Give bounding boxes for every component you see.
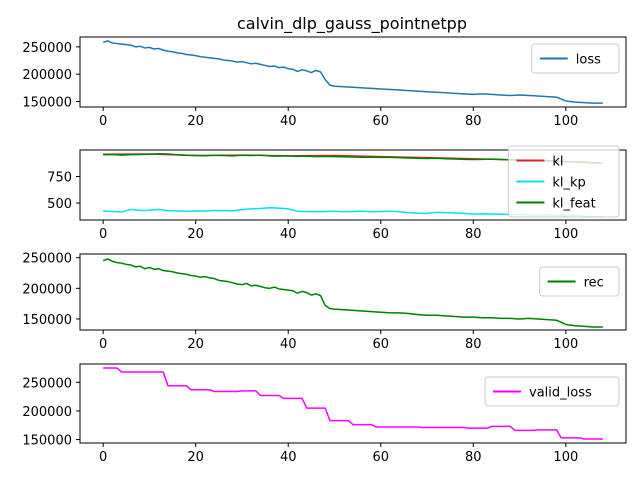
rec-panel: 0 20 40 60 80 100 150000 200000 250000 rec: [22, 252, 627, 352]
legend: rec: [539, 266, 620, 297]
y-tick-label: 150000: [22, 313, 72, 328]
x-tick-label: 100: [553, 114, 578, 129]
y-tick-label: 250000: [22, 41, 72, 56]
series-line-loss: [102, 40, 603, 104]
y-tick-label: 750: [47, 171, 72, 186]
legend-label-valid-loss: valid_loss: [529, 386, 592, 401]
y-tick-label: 200000: [22, 68, 72, 83]
x-tick-label: 80: [465, 114, 482, 129]
legend-label-kl: kl: [552, 155, 563, 170]
x-tick-label: 0: [99, 450, 107, 465]
x-tick-label: 40: [280, 114, 297, 129]
legend: loss: [531, 43, 620, 74]
x-tick-label: 0: [99, 337, 107, 352]
legend-label-loss: loss: [576, 53, 601, 68]
y-tick-label: 150000: [22, 96, 72, 111]
x-tick-label: 100: [553, 227, 578, 242]
legend-box: [507, 145, 620, 218]
series-line-rec: [102, 258, 603, 328]
y-tick-label: 500: [47, 197, 72, 212]
panels: 0 20 40 60 80 100 150000 200000 250000 loss 0 20 40 6…: [22, 36, 627, 465]
loss-panel: 0 20 40 60 80 100 150000 200000 250000 loss: [22, 36, 627, 129]
x-tick-label: 20: [187, 114, 204, 129]
legend-label-kl-kp: kl_kp: [552, 176, 585, 191]
y-tick-label: 250000: [22, 376, 72, 391]
x-tick-label: 20: [187, 337, 204, 352]
x-tick-label: 80: [465, 227, 482, 242]
x-tick-label: 0: [99, 114, 107, 129]
axes-frame: [79, 36, 627, 108]
x-tick-label: 20: [187, 227, 204, 242]
chart-title: calvin_dlp_gauss_pointnetpp: [237, 14, 467, 34]
x-tick-label: 80: [465, 450, 482, 465]
valid-loss-panel: 0 20 40 60 80 100 150000 200000 250000 valid_loss: [22, 363, 627, 465]
x-tick-label: 60: [372, 114, 389, 129]
x-tick-label: 20: [187, 450, 204, 465]
y-tick-label: 200000: [22, 405, 72, 420]
series-line-valid-loss: [103, 367, 603, 440]
x-tick-label: 40: [280, 450, 297, 465]
y-tick-label: 250000: [22, 252, 72, 267]
x-tick-label: 60: [372, 227, 389, 242]
legend-box: [484, 376, 620, 407]
axes-frame: [79, 363, 627, 444]
legend-box: [539, 266, 620, 297]
legend-label-rec: rec: [584, 276, 604, 291]
x-tick-label: 80: [465, 337, 482, 352]
x-tick-label: 40: [280, 337, 297, 352]
kl-panel: 0 20 40 60 80 100 500 750 kl kl_kp kl_feat: [47, 145, 627, 242]
legend-label-kl-feat: kl_feat: [552, 197, 595, 212]
y-tick-label: 200000: [22, 282, 72, 297]
axes-frame: [79, 253, 627, 331]
axes-frame: [79, 149, 627, 221]
legend: kl kl_kp kl_feat: [507, 145, 620, 218]
x-tick-label: 60: [372, 450, 389, 465]
legend-box: [531, 43, 620, 74]
x-tick-label: 100: [553, 337, 578, 352]
legend: valid_loss: [484, 376, 620, 407]
y-tick-label: 150000: [22, 434, 72, 449]
x-tick-label: 100: [553, 450, 578, 465]
x-tick-label: 0: [99, 227, 107, 242]
x-tick-label: 40: [280, 227, 297, 242]
x-tick-label: 60: [372, 337, 389, 352]
